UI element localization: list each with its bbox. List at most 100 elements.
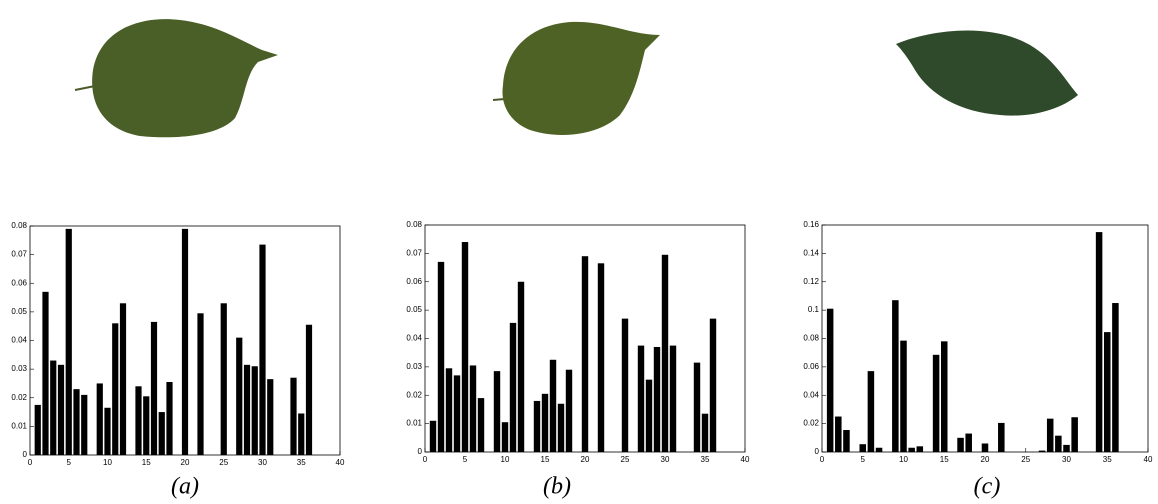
caption: (c) [974,474,1001,500]
bar [1095,232,1103,452]
bar [135,386,142,455]
bar [826,308,834,452]
x-tick-label: 10 [899,455,908,464]
leaf-image [492,21,660,135]
x-tick-label: 35 [1103,455,1112,464]
bar [581,256,589,452]
x-tick-label: 40 [741,455,750,464]
x-tick-label: 30 [258,458,267,467]
bar [859,444,867,452]
bar [965,433,972,452]
bar [220,303,227,455]
bar [112,323,119,455]
bar [96,383,103,455]
bar [892,300,899,452]
bar [445,368,453,452]
x-tick-label: 0 [820,455,825,464]
caption: (b) [543,474,571,500]
bar [908,447,915,452]
bar [469,365,477,452]
x-tick-label: 20 [981,455,990,464]
bar [900,340,907,452]
bar [81,394,88,455]
bar [1046,418,1054,452]
bar [1103,332,1111,452]
bar [34,404,41,455]
bar [1063,444,1070,452]
leaf-image [74,19,278,138]
bar [461,242,469,452]
bar [158,412,165,455]
bar [501,422,509,452]
x-tick-label: 20 [581,455,590,464]
bar [119,303,127,455]
leaf-image [896,30,1078,116]
y-tick-label: 0.07 [406,248,422,257]
bar [645,379,653,452]
bar [259,244,266,455]
x-tick-label: 40 [336,458,345,467]
bar [709,318,717,452]
x-tick-label: 5 [67,458,72,467]
bar [835,416,842,452]
x-tick-label: 15 [940,455,949,464]
x-tick-label: 10 [103,458,112,467]
bar [251,366,258,455]
bar [267,379,274,455]
bar [701,413,709,452]
x-tick-label: 20 [181,458,190,467]
y-tick-label: 0.04 [406,334,422,343]
bar [493,371,501,452]
bar [843,430,850,452]
bar [197,313,204,455]
bar [1038,450,1046,452]
y-tick-label: 0.06 [11,278,27,287]
x-tick-label: 40 [1144,455,1153,464]
bar [42,291,49,455]
bar [916,446,924,452]
y-tick-label: 0.02 [406,390,422,399]
bar [65,228,72,455]
x-tick-label: 15 [142,458,151,467]
x-tick-label: 0 [423,455,428,464]
bar [453,375,461,452]
bar [429,420,437,452]
y-tick-label: 0.06 [406,277,422,286]
x-tick-label: 5 [861,455,866,464]
y-tick-label: 0.01 [11,421,27,430]
bar [661,254,669,452]
bar [166,382,173,455]
bar [50,360,57,455]
bar [653,347,661,452]
x-tick-label: 25 [1021,455,1030,464]
y-tick-label: 0.04 [11,336,27,345]
bar [437,261,445,452]
bar [1112,303,1119,452]
x-tick-label: 35 [701,455,710,464]
bar [1071,417,1078,452]
x-tick-label: 25 [219,458,228,467]
bar [557,403,565,452]
y-tick-label: 0.02 [11,393,27,402]
bar [143,396,150,455]
y-tick-label: 0.06 [803,362,819,371]
bar [669,345,677,452]
x-tick-label: 25 [621,455,630,464]
bar [875,447,883,452]
y-tick-label: 0.12 [803,277,819,286]
bar [549,359,557,452]
y-tick-label: 0 [23,450,28,459]
y-tick-label: 0.02 [803,419,819,428]
bar [940,341,948,452]
bar [236,337,243,455]
y-tick-label: 0 [815,447,820,456]
y-tick-label: 0.03 [406,362,422,371]
y-tick-label: 0.05 [11,307,27,316]
bar [509,322,517,452]
bar [693,362,701,452]
x-tick-label: 30 [1062,455,1071,464]
bar [298,413,305,455]
x-tick-label: 35 [297,458,306,467]
x-tick-label: 30 [661,455,670,464]
